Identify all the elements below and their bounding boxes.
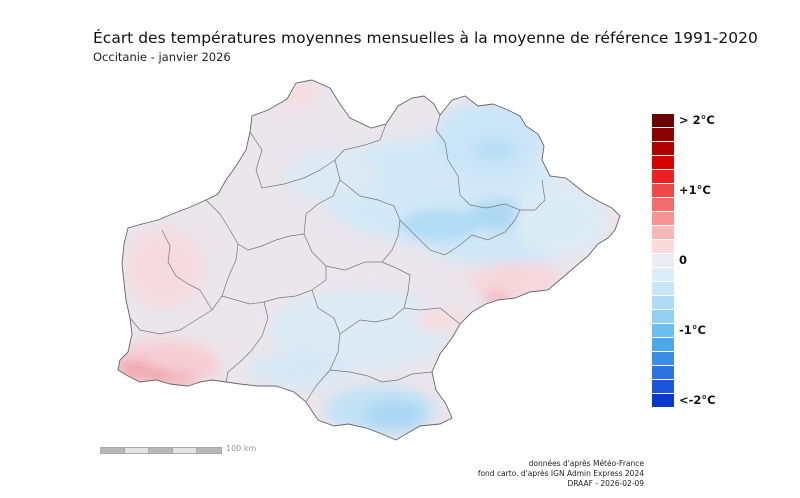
credit-basemap: fond carto. d'après IGN Admin Express 20… (477, 469, 644, 478)
map-title: Écart des températures moyennes mensuell… (93, 29, 758, 47)
legend-label: +1°C (679, 183, 711, 197)
scale-segment (172, 447, 198, 454)
scale-segment (100, 447, 126, 454)
credit-author-date: DRAAF - 2026-02-09 (567, 479, 644, 488)
legend-swatch (652, 366, 674, 379)
legend-swatch (652, 142, 674, 155)
legend-swatch (652, 352, 674, 365)
legend-label: > 2°C (679, 113, 715, 127)
legend-swatch (652, 254, 674, 267)
legend-label: -1°C (679, 323, 706, 337)
department-borders (129, 114, 546, 403)
legend-swatch (652, 212, 674, 225)
legend-swatch (652, 268, 674, 281)
legend-label: 0 (679, 253, 688, 267)
legend-swatch (652, 310, 674, 323)
legend-swatch (652, 156, 674, 169)
legend-swatch (652, 296, 674, 309)
legend-swatch (652, 170, 674, 183)
scale-segment (124, 447, 150, 454)
legend-swatch (652, 380, 674, 393)
legend-swatch (652, 240, 674, 253)
temperature-field (118, 80, 620, 440)
legend-swatch (652, 128, 674, 141)
credits: données d'après Météo-France fond carto.… (478, 459, 644, 489)
legend-swatch (652, 114, 674, 127)
legend-swatch (652, 198, 674, 211)
color-legend: > 2°C +1°C 0 -1°C <-2°C (652, 113, 732, 414)
legend-swatch (652, 338, 674, 351)
scale-label: 100 km (226, 444, 257, 453)
legend-swatch (652, 324, 674, 337)
legend-swatch (652, 282, 674, 295)
scale-segment (148, 447, 174, 454)
credit-data-source: données d'après Météo-France (528, 459, 644, 468)
legend-label: <-2°C (679, 393, 716, 407)
legend-swatch (652, 226, 674, 239)
scale-segment (196, 447, 222, 454)
map-subtitle: Occitanie - janvier 2026 (93, 50, 231, 64)
legend-swatch (652, 394, 674, 407)
legend-swatch (652, 184, 674, 197)
